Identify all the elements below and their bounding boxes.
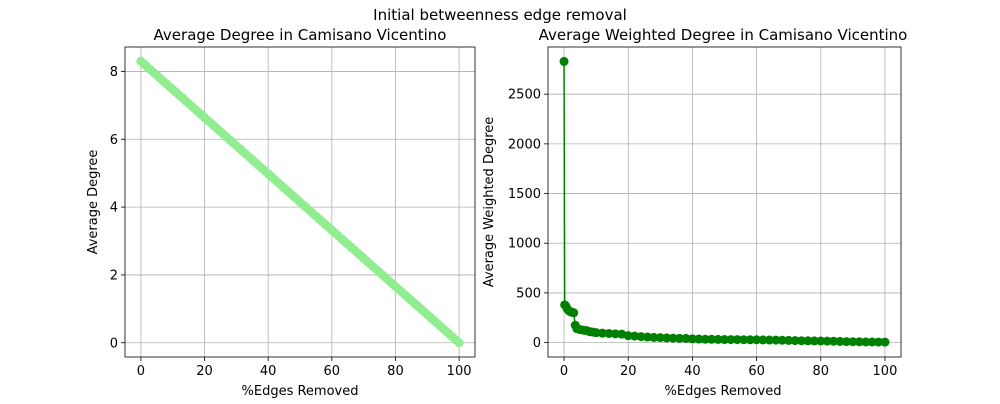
right-data-point (598, 328, 608, 338)
right-data-point (713, 334, 723, 344)
left-plot-frame (124, 46, 476, 358)
right-data-point (854, 337, 864, 347)
right-data-point (591, 328, 601, 338)
right-data-point (803, 336, 813, 346)
left-data-point (454, 338, 464, 348)
right-data-point (681, 333, 691, 343)
left-y-tick-label: 6 (110, 133, 118, 148)
right-data-point (764, 335, 774, 345)
right-x-tick-label: 60 (748, 364, 765, 379)
right-data-point (610, 329, 620, 339)
right-data-point (604, 328, 614, 338)
right-data-point (720, 335, 729, 345)
right-data-point (758, 335, 768, 345)
right-y-tick-label: 500 (516, 286, 541, 301)
right-chart-title: Average Weighted Degree in Camisano Vice… (539, 26, 908, 44)
right-plot-frame (547, 46, 902, 358)
right-data-point (880, 337, 890, 347)
left-chart-title: Average Degree in Camisano Vicentino (154, 26, 447, 44)
left-x-tick-label: 60 (324, 364, 341, 379)
right-data-point (675, 333, 685, 343)
right-data-point (809, 336, 819, 346)
right-data-point (569, 308, 579, 318)
right-data-point (687, 334, 697, 344)
right-data-point (874, 337, 884, 347)
right-data-point (559, 56, 569, 66)
right-gridlines (548, 47, 901, 357)
right-data-point (662, 333, 672, 343)
right-data-point (784, 335, 794, 345)
right-x-axis-label: %Edges Removed (665, 384, 782, 399)
right-data-series (559, 56, 890, 347)
left-y-tick-label: 8 (110, 65, 118, 80)
figure-suptitle: Initial betweenness edge removal (373, 6, 627, 24)
right-y-tick-label: 1000 (508, 237, 541, 252)
right-data-point (867, 337, 877, 347)
right-data-point (797, 336, 807, 346)
left-data-series (136, 56, 464, 348)
right-data-point (835, 336, 845, 346)
right-data-point (816, 336, 826, 346)
right-data-point (623, 331, 633, 341)
right-data-point (771, 335, 781, 345)
right-y-tick-label: 1500 (508, 187, 541, 202)
right-y-tick-label: 0 (533, 336, 541, 351)
right-y-tick-label: 2500 (508, 88, 541, 103)
right-data-point (739, 335, 749, 345)
right-y-tick-label: 2000 (508, 137, 541, 152)
right-y-axis-label: Average Weighted Degree (482, 117, 497, 288)
left-y-tick-label: 4 (110, 201, 118, 216)
right-data-point (655, 333, 665, 343)
right-x-tick-label: 100 (873, 364, 898, 379)
right-data-point (745, 335, 755, 345)
left-x-tick-label: 80 (387, 364, 404, 379)
right-series-line (563, 61, 885, 343)
left-panel: Average Degree in Camisano Vicentino %Ed… (86, 26, 476, 399)
left-x-tick-label: 20 (196, 364, 213, 379)
left-x-tick-label: 40 (260, 364, 277, 379)
right-data-point (700, 334, 710, 344)
right-data-point (790, 336, 800, 346)
right-data-point (707, 334, 717, 344)
right-data-point (642, 332, 652, 342)
right-data-point (829, 336, 839, 346)
right-x-tick-label: 0 (560, 364, 568, 379)
right-data-point (848, 337, 858, 347)
right-x-tick-label: 80 (812, 364, 829, 379)
left-x-axis-label: %Edges Removed (242, 384, 359, 399)
right-panel: Average Weighted Degree in Camisano Vice… (482, 26, 907, 399)
right-data-point (694, 334, 704, 344)
right-data-point (732, 335, 742, 345)
left-x-tick-label: 100 (447, 364, 472, 379)
left-axis-ticks: 0 20 40 60 80 100 0 2 4 6 8 (110, 65, 472, 379)
left-x-tick-label: 0 (137, 364, 145, 379)
right-data-point (861, 337, 871, 347)
left-y-axis-label: Average Degree (86, 150, 101, 255)
right-data-point (649, 332, 659, 342)
right-data-point (630, 331, 640, 341)
right-data-point (822, 336, 832, 346)
right-x-tick-label: 20 (620, 364, 637, 379)
right-data-point (777, 335, 787, 345)
left-y-tick-label: 0 (110, 336, 118, 351)
right-data-point (726, 335, 736, 345)
left-y-tick-label: 2 (110, 268, 118, 283)
right-data-point (668, 333, 678, 343)
right-data-point (636, 332, 646, 342)
right-x-tick-label: 40 (684, 364, 701, 379)
right-data-point (841, 337, 851, 347)
right-data-point (752, 335, 762, 345)
